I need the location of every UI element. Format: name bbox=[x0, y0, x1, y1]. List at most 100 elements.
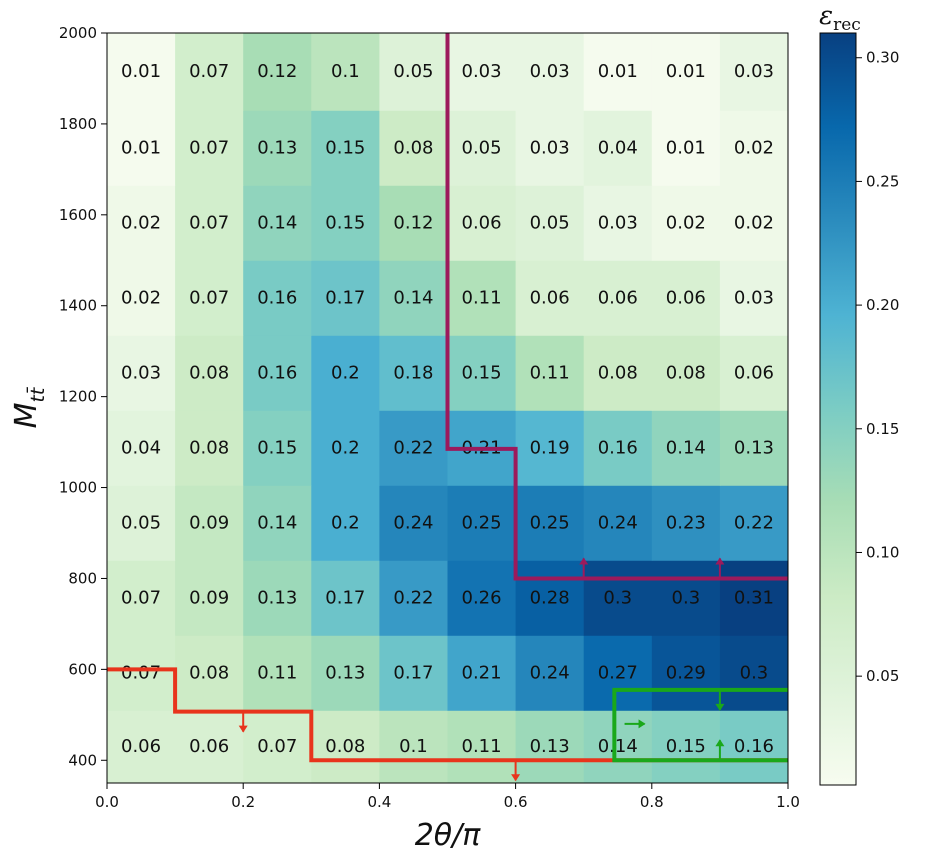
y-tick-label: 1400 bbox=[59, 297, 97, 315]
colorbar-tick-label: 0.15 bbox=[866, 420, 899, 438]
cell-value-label: 0.15 bbox=[257, 437, 297, 458]
heatmap-cell bbox=[243, 260, 312, 336]
cell-value-label: 0.01 bbox=[598, 61, 638, 82]
cell-value-label: 0.06 bbox=[666, 287, 706, 308]
heatmap-cell bbox=[311, 335, 380, 411]
cell-value-label: 0.16 bbox=[257, 287, 297, 308]
cell-value-label: 0.08 bbox=[325, 736, 365, 757]
heatmap-cell bbox=[243, 33, 312, 111]
heatmap-cell bbox=[175, 33, 244, 111]
heatmap-cell bbox=[379, 335, 448, 411]
cell-value-label: 0.24 bbox=[393, 512, 433, 533]
heatmap-cell bbox=[447, 710, 517, 784]
heatmap-cell bbox=[243, 560, 312, 636]
cell-value-label: 0.19 bbox=[530, 437, 570, 458]
cell-value-label: 0.06 bbox=[462, 212, 502, 233]
x-tick-label: 0.0 bbox=[95, 793, 119, 811]
heatmap-cell bbox=[719, 185, 789, 261]
cell-value-label: 0.18 bbox=[393, 362, 433, 383]
cell-value-label: 0.12 bbox=[393, 212, 433, 233]
cell-value-label: 0.14 bbox=[598, 736, 638, 757]
cell-value-label: 0.17 bbox=[325, 287, 365, 308]
cell-value-label: 0.07 bbox=[189, 61, 229, 82]
cell-value-label: 0.03 bbox=[734, 287, 774, 308]
colorbar-title: εrec bbox=[819, 1, 861, 35]
heatmap-cell bbox=[515, 485, 585, 561]
heatmap-cell bbox=[719, 335, 789, 411]
heatmap-cell bbox=[583, 335, 653, 411]
cell-value-label: 0.21 bbox=[462, 662, 502, 683]
cell-value-label: 0.17 bbox=[325, 587, 365, 608]
direction-arrow-head bbox=[715, 557, 725, 565]
cell-value-label: 0.03 bbox=[734, 61, 774, 82]
cell-value-label: 0.07 bbox=[257, 736, 297, 757]
cell-value-label: 0.06 bbox=[530, 287, 570, 308]
cell-value-label: 0.1 bbox=[399, 736, 428, 757]
heatmap-cell bbox=[311, 635, 380, 711]
heatmap-cell bbox=[311, 485, 380, 561]
cell-value-label: 0.15 bbox=[325, 212, 365, 233]
heatmap-cell bbox=[651, 485, 721, 561]
cell-value-labels: 0.06 0.06 0.07 0.08 0.1 0.11 0.13 0.14 0.15 0.16 0… bbox=[121, 61, 774, 757]
heatmap-cell bbox=[447, 260, 517, 336]
heatmap-cell bbox=[107, 185, 176, 261]
heatmap-cell bbox=[515, 185, 585, 261]
cell-value-label: 0.06 bbox=[189, 736, 229, 757]
cell-value-label: 0.14 bbox=[393, 287, 433, 308]
direction-arrow-head bbox=[638, 719, 646, 729]
cell-value-label: 0.29 bbox=[666, 662, 706, 683]
heatmap-cell bbox=[719, 33, 789, 111]
y-axis-title: Mtt̄ bbox=[9, 386, 49, 428]
cell-value-label: 0.03 bbox=[598, 212, 638, 233]
heatmap-cell bbox=[311, 33, 380, 111]
heatmap-cell bbox=[447, 560, 517, 636]
cell-value-label: 0.04 bbox=[121, 437, 161, 458]
heatmap-cell bbox=[311, 410, 380, 486]
heatmap-cell bbox=[379, 410, 448, 486]
x-tick-label: 0.4 bbox=[367, 793, 391, 811]
cell-value-label: 0.09 bbox=[189, 512, 229, 533]
heatmap-cell bbox=[583, 635, 653, 711]
y-tick-label: 400 bbox=[68, 751, 97, 769]
cell-value-label: 0.2 bbox=[331, 512, 360, 533]
cell-value-label: 0.11 bbox=[462, 287, 502, 308]
cell-value-label: 0.08 bbox=[189, 362, 229, 383]
heatmap-cell bbox=[379, 185, 448, 261]
heatmap-cell bbox=[651, 185, 721, 261]
direction-arrow-head bbox=[579, 557, 589, 565]
heatmap-cell bbox=[447, 185, 517, 261]
x-axis-title: 2θ/π bbox=[415, 818, 482, 853]
heatmap-cell bbox=[515, 560, 585, 636]
cell-value-label: 0.02 bbox=[666, 212, 706, 233]
y-tick-label: 1000 bbox=[59, 479, 97, 497]
heatmap-cell bbox=[175, 635, 244, 711]
heatmap-cell bbox=[175, 110, 244, 186]
green-boundary bbox=[612, 687, 788, 763]
heatmap-cell bbox=[379, 560, 448, 636]
cell-value-label: 0.13 bbox=[257, 137, 297, 158]
heatmap-cell bbox=[379, 485, 448, 561]
cell-value-label: 0.3 bbox=[603, 587, 632, 608]
boundary-overlays bbox=[107, 33, 788, 782]
direction-arrow-head bbox=[511, 774, 521, 782]
heatmap-cell bbox=[515, 410, 585, 486]
heatmap-cell bbox=[719, 260, 789, 336]
cell-value-label: 0.12 bbox=[257, 61, 297, 82]
cell-value-label: 0.03 bbox=[121, 362, 161, 383]
cell-value-label: 0.07 bbox=[189, 137, 229, 158]
cell-value-label: 0.03 bbox=[530, 61, 570, 82]
cell-value-label: 0.22 bbox=[734, 512, 774, 533]
colorbar-tick-label: 0.20 bbox=[866, 296, 899, 314]
heatmap-cell bbox=[175, 710, 244, 784]
cell-value-label: 0.25 bbox=[530, 512, 570, 533]
purple-boundary bbox=[445, 33, 788, 581]
cell-value-label: 0.01 bbox=[666, 61, 706, 82]
x-axis: 0.0 0.2 0.4 0.6 0.8 1.0 bbox=[95, 783, 800, 811]
cell-value-label: 0.3 bbox=[740, 662, 769, 683]
heatmap-cell bbox=[515, 635, 585, 711]
heatmap-cell bbox=[107, 410, 176, 486]
cell-value-label: 0.08 bbox=[189, 437, 229, 458]
cell-value-label: 0.13 bbox=[530, 736, 570, 757]
cell-value-label: 0.01 bbox=[666, 137, 706, 158]
cell-value-label: 0.03 bbox=[462, 61, 502, 82]
